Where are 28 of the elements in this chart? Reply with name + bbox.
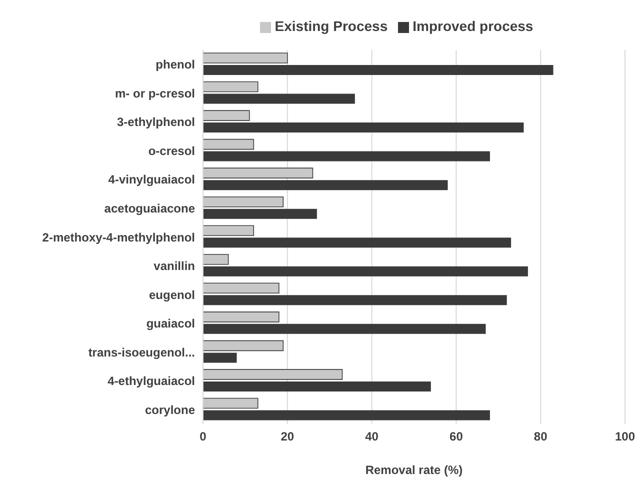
y-tick-label: vanillin	[154, 259, 195, 274]
x-tick-label: 0	[200, 430, 207, 444]
y-tick-label: acetoguaiacone	[104, 201, 196, 216]
bar	[203, 138, 254, 150]
bar	[203, 81, 258, 92]
y-tick-label: trans-isoeugenol...	[88, 345, 195, 360]
y-tick-label: guaiacol	[146, 316, 195, 331]
x-tick-label: 60	[450, 430, 464, 444]
y-tick-label: eugenol	[148, 288, 195, 302]
y-tick-label: 4-vinylguaiacol	[108, 172, 195, 187]
legend-label: Improved process	[412, 18, 534, 34]
x-tick-label: 80	[534, 430, 548, 444]
bar	[203, 94, 355, 104]
x-tick-label: 20	[280, 430, 294, 444]
y-tick-label: 4-ethylguaiacol	[108, 374, 195, 388]
legend-label: Existing Process	[274, 18, 388, 34]
bar	[203, 208, 317, 219]
x-tick-label: 40	[365, 430, 379, 444]
y-tick-label: o-cresol	[148, 144, 195, 158]
y-tick-label: m- or p-cresol	[114, 86, 195, 100]
bar	[203, 151, 490, 162]
bar	[203, 196, 284, 208]
y-tick-label: phenol	[156, 58, 195, 72]
x-tick-label: 100	[614, 430, 636, 444]
y-tick-label: 3-ethylphenol	[116, 115, 195, 130]
y-tick-label: corylone	[144, 402, 196, 417]
y-tick-label: 2-methoxy-4-methylphenol	[42, 230, 195, 244]
x-axis-title: Removal rate (%)	[365, 463, 463, 477]
